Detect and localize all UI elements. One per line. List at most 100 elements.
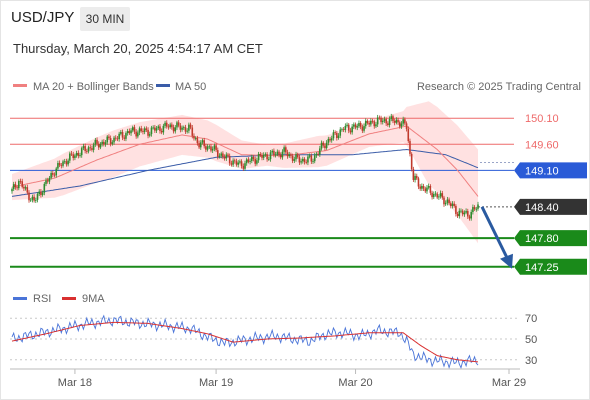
candle-body — [410, 153, 413, 170]
candle-body — [140, 128, 143, 131]
candle-body — [455, 205, 457, 214]
candle-body — [366, 120, 369, 123]
candle-body — [77, 152, 80, 156]
candle-body — [23, 186, 25, 189]
candle-body — [239, 161, 241, 163]
candle-body — [225, 154, 228, 159]
x-tick-label-2: Mar 20 — [338, 377, 372, 389]
candle-body — [63, 161, 66, 163]
candle-body — [72, 154, 75, 158]
candle-body — [147, 129, 149, 136]
candle-body — [451, 203, 454, 207]
candle-body — [342, 129, 345, 131]
symbol-title: USD/JPY — [11, 9, 75, 26]
candle-body — [189, 124, 192, 128]
candle-body — [296, 154, 299, 158]
ma20-legend-label: MA 20 + Bollinger Bands — [33, 81, 154, 93]
candle-body — [460, 210, 462, 212]
candle-body — [434, 193, 437, 195]
candle-body — [159, 126, 161, 132]
candle-body — [160, 131, 163, 133]
rsi-legend-label: RSI — [33, 293, 51, 305]
candle-body — [148, 134, 151, 136]
candle-body — [278, 151, 280, 155]
ma20-legend-swatch — [13, 84, 27, 87]
candle-body — [165, 122, 168, 127]
candle-body — [26, 187, 29, 193]
candle-body — [87, 147, 90, 152]
candle-body — [70, 153, 73, 155]
candle-body — [308, 155, 311, 157]
candle-body — [43, 183, 46, 193]
candle-body — [397, 119, 399, 123]
candle-body — [393, 120, 396, 123]
candle-body — [86, 150, 88, 152]
candle-body — [130, 130, 132, 134]
candle-body — [211, 148, 214, 151]
candle-body — [429, 186, 432, 193]
candle-body — [336, 133, 338, 138]
candle-body — [203, 140, 205, 147]
candle-body — [285, 147, 287, 153]
candle-body — [21, 181, 24, 187]
candle-body — [228, 155, 231, 164]
candle-body — [18, 181, 20, 189]
candle-body — [262, 154, 265, 158]
candle-body — [40, 191, 42, 195]
candle-body — [405, 123, 408, 129]
candle-body — [150, 127, 153, 135]
candle-body — [125, 133, 127, 139]
candle-body — [152, 127, 154, 129]
candle-body — [208, 146, 211, 148]
candle-body — [220, 153, 222, 156]
candle-body — [50, 173, 52, 178]
candle-body — [84, 146, 86, 151]
candle-body — [330, 138, 333, 141]
candle-body — [111, 142, 114, 144]
candle-body — [215, 145, 217, 151]
candle-body — [193, 135, 195, 139]
rsi-plot: 70 50 30 — [10, 313, 537, 370]
candle-body — [106, 136, 109, 143]
candle-body — [252, 156, 255, 160]
candle-body — [339, 129, 342, 136]
candle-body — [276, 151, 279, 155]
candle-body — [251, 156, 253, 162]
candle-body — [402, 119, 404, 124]
candle-body — [415, 175, 418, 179]
candle-body — [398, 122, 401, 127]
candle-body — [417, 178, 420, 187]
candle-body — [315, 153, 318, 156]
timeframe-button[interactable]: 30 MIN — [80, 7, 130, 31]
candle-body — [477, 204, 479, 209]
candle-body — [376, 117, 379, 125]
candle-body — [108, 136, 110, 139]
candle-body — [438, 196, 440, 198]
candle-body — [33, 196, 35, 201]
candle-body — [244, 163, 246, 169]
candle-body — [412, 169, 415, 180]
candle-body — [375, 124, 377, 127]
candle-body — [473, 207, 476, 210]
candle-body — [19, 181, 22, 182]
candle-body — [353, 124, 355, 127]
resistance-level-label-1: 149.60 — [525, 139, 559, 151]
candle-body — [427, 186, 430, 188]
candle-body — [466, 211, 469, 217]
candle-body — [82, 146, 85, 149]
candle-body — [133, 127, 136, 132]
rsi-tick-30: 30 — [525, 355, 537, 367]
rsi-tick-50: 50 — [525, 334, 537, 346]
candle-body — [470, 211, 472, 219]
candle-body — [60, 165, 63, 167]
current-level-label-3-box — [514, 198, 587, 215]
support-level-label-4: 147.80 — [525, 233, 559, 245]
projection-arrow-line — [480, 206, 509, 259]
candle-body — [216, 150, 219, 157]
candle-body — [186, 130, 188, 132]
candle-body — [48, 177, 51, 182]
candle-body — [291, 155, 294, 161]
candle-body — [114, 137, 117, 139]
candle-body — [324, 145, 326, 149]
